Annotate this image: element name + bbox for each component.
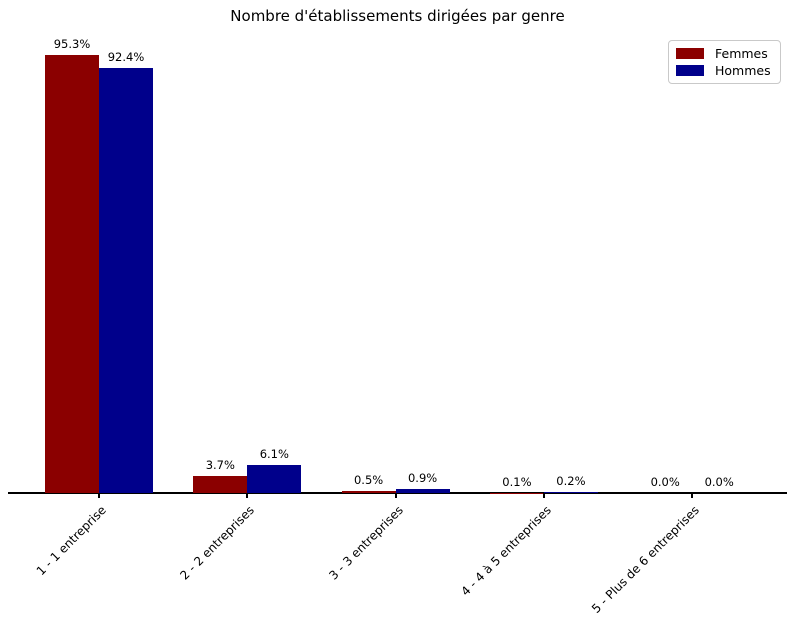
value-label-femmes-1: 3.7% (205, 457, 235, 472)
hommes-color-swatch-icon (676, 65, 704, 76)
x-axis-line (8, 492, 787, 494)
bar-femmes-2 (341, 490, 396, 493)
value-label-hommes-3: 0.2% (556, 474, 586, 489)
value-label-femmes-0: 95.3% (53, 36, 91, 51)
x-tick-label-0: 1 - 1 entreprise (33, 503, 109, 579)
x-tick-label-4: 5 - Plus de 6 entreprises (589, 503, 703, 616)
x-tick-label-1: 2 - 2 entreprises (177, 503, 258, 583)
value-label-hommes-0: 92.4% (107, 49, 145, 64)
bar-hommes-1 (247, 464, 302, 493)
legend-label-hommes: Hommes (715, 63, 771, 78)
x-tick-2 (394, 493, 397, 498)
legend-item-femmes: Femmes (676, 46, 773, 61)
legend: Femmes Hommes (668, 40, 781, 84)
x-tick-4 (691, 493, 694, 498)
chart-title: Nombre d'établissements dirigées par gen… (230, 7, 565, 25)
bar-hommes-3 (543, 492, 598, 493)
bar-hommes-0 (99, 67, 153, 493)
x-tick-label-3: 4 - 4 à 5 entreprises (458, 503, 554, 599)
bar-hommes-2 (395, 488, 450, 493)
x-tick-label-2: 3 - 3 entreprises (325, 503, 406, 583)
x-tick-0 (98, 493, 100, 498)
x-tick-1 (246, 493, 249, 498)
value-label-femmes-3: 0.1% (502, 474, 532, 489)
value-label-hommes-4: 0.0% (704, 475, 734, 489)
femmes-color-swatch-icon (676, 48, 704, 59)
bar-femmes-0 (45, 54, 99, 493)
legend-item-hommes: Hommes (676, 63, 773, 78)
value-label-hommes-2: 0.9% (407, 470, 438, 485)
value-label-femmes-2: 0.5% (353, 472, 384, 487)
x-tick-3 (542, 493, 545, 498)
value-label-hommes-1: 6.1% (259, 446, 289, 461)
bar-femmes-1 (193, 475, 248, 493)
legend-label-femmes: Femmes (715, 46, 768, 61)
value-label-femmes-4: 0.0% (650, 475, 680, 489)
